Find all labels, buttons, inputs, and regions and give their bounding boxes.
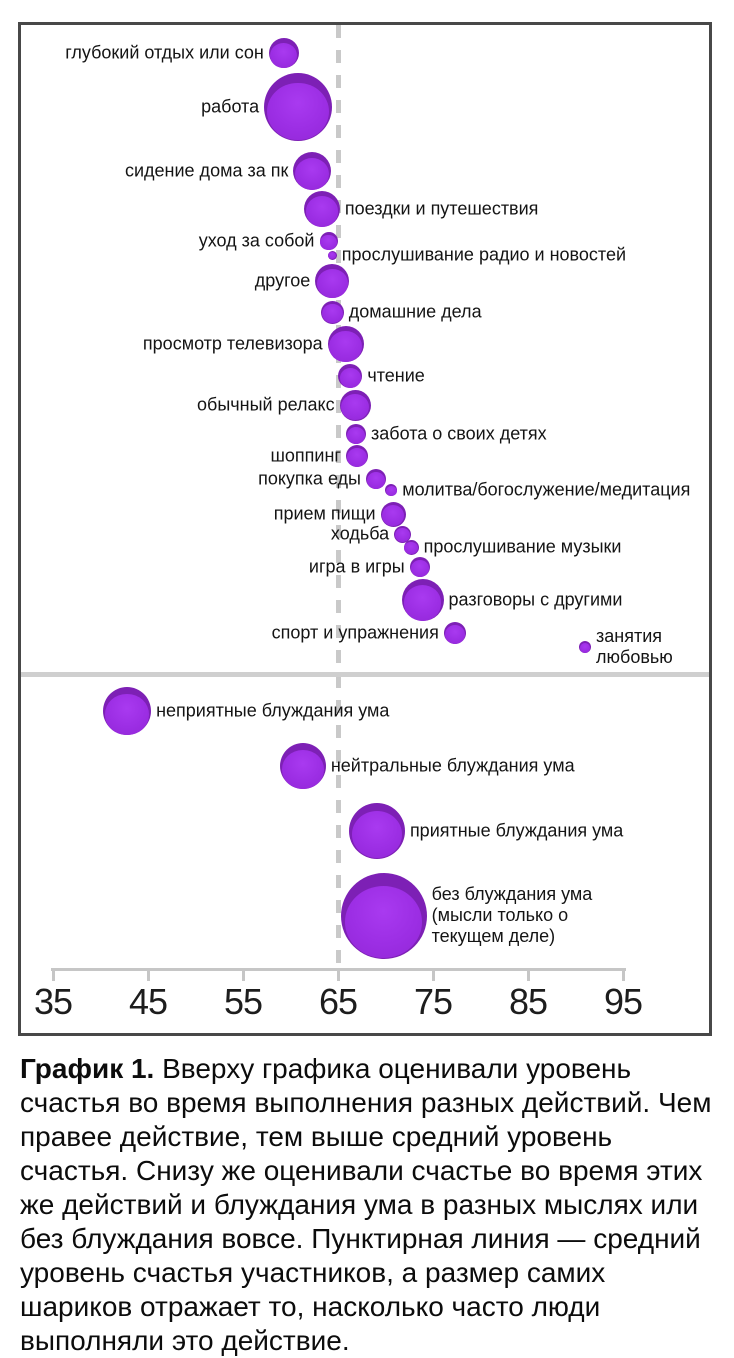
bubble-label-9: просмотр телевизора xyxy=(142,333,323,354)
bubble-4 xyxy=(303,191,340,227)
bubble-label-17: ходьба xyxy=(330,523,390,544)
x-axis-tick-65 xyxy=(336,968,340,981)
bubble-21 xyxy=(443,622,466,644)
bubble-14 xyxy=(366,469,386,489)
bubble-label-21: спорт и упражнения xyxy=(271,622,439,643)
bubble-2 xyxy=(264,73,333,141)
mean-happiness-dashed-line xyxy=(335,25,341,968)
bubble-9 xyxy=(327,326,364,362)
bubble-11 xyxy=(339,389,371,421)
figure-caption-text: Вверху графика оценивали уровень счастья… xyxy=(20,1053,712,1356)
bubble-label-18: прослушивание музыки xyxy=(423,536,622,557)
x-axis-tick-label-65: 65 xyxy=(318,981,358,1022)
bubble-17 xyxy=(394,525,412,543)
bubble-label-22: занятия любовью xyxy=(596,625,673,667)
bubble-label-8: домашние дела xyxy=(348,301,482,322)
x-axis-tick-85 xyxy=(526,968,530,981)
bubble-24 xyxy=(279,743,326,789)
bubble-5 xyxy=(319,232,338,250)
bubble-3 xyxy=(293,152,332,190)
x-axis-tick-label-35: 35 xyxy=(33,981,73,1022)
bubble-label-7: другое xyxy=(254,270,311,291)
bubble-label-26: без блуждания ума (мысли только о текуще… xyxy=(431,884,593,947)
bubble-6 xyxy=(327,250,337,260)
x-axis-tick-label-45: 45 xyxy=(128,981,168,1022)
bubble-23 xyxy=(103,687,152,735)
bubble-label-3: сидение дома за пк xyxy=(124,160,289,181)
x-axis-tick-55 xyxy=(241,968,245,981)
bubble-label-24: нейтральные блуждания ума xyxy=(330,755,575,776)
bubble-18 xyxy=(403,539,419,555)
x-axis-tick-95 xyxy=(621,968,625,981)
bubble-8 xyxy=(320,300,344,324)
bubble-label-1: глубокий отдых или сон xyxy=(65,42,264,63)
bubble-26 xyxy=(340,873,427,959)
x-axis-tick-35 xyxy=(51,968,55,981)
bubble-15 xyxy=(385,484,398,496)
bubble-label-15: молитва/богослужение/медитация xyxy=(402,479,691,500)
bubble-label-25: приятные блуждания ума xyxy=(409,820,624,841)
figure-caption: График 1. Вверху графика оценивали урове… xyxy=(20,1052,720,1358)
bubble-label-14: покупка еды xyxy=(258,468,361,489)
bubble-1 xyxy=(268,38,299,68)
bubble-16 xyxy=(380,501,406,527)
bubble-12 xyxy=(346,424,367,444)
bubble-label-2: работа xyxy=(201,96,260,117)
bubble-13 xyxy=(346,445,368,467)
x-axis-tick-label-85: 85 xyxy=(508,981,548,1022)
bubble-10 xyxy=(338,364,363,388)
bubble-label-23: неприятные блуждания ума xyxy=(156,700,390,721)
bubble-20 xyxy=(401,579,444,621)
bubble-7 xyxy=(315,264,350,298)
bubble-label-11: обычный релакс xyxy=(197,394,335,415)
bubble-label-10: чтение xyxy=(367,365,425,386)
figure-caption-prefix: График 1. xyxy=(20,1053,155,1084)
section-divider xyxy=(21,672,709,677)
bubble-label-16: прием пищи xyxy=(273,503,376,524)
x-axis-tick-label-75: 75 xyxy=(413,981,453,1022)
bubble-label-20: разговоры с другими xyxy=(448,589,623,610)
x-axis-tick-45 xyxy=(146,968,150,981)
x-axis-tick-label-95: 95 xyxy=(603,981,643,1022)
bubble-25 xyxy=(348,803,405,859)
chart-area: 35 45 55 65 75 85 95 глубокий отдых или сон рабо… xyxy=(18,22,712,1036)
x-axis-tick-75 xyxy=(431,968,435,981)
bubble-label-5: уход за собой xyxy=(198,230,315,251)
bubble-22 xyxy=(579,641,591,653)
bubble-19 xyxy=(409,557,430,577)
x-axis-tick-label-55: 55 xyxy=(223,981,263,1022)
bubble-label-19: игра в игры xyxy=(308,556,405,577)
bubble-label-4: поездки и путешествия xyxy=(344,198,539,219)
bubble-label-13: шоппинг xyxy=(270,445,341,466)
bubble-label-12: забота о своих детях xyxy=(371,423,547,444)
bubble-label-6: прослушивание радио и новостей xyxy=(341,244,627,265)
